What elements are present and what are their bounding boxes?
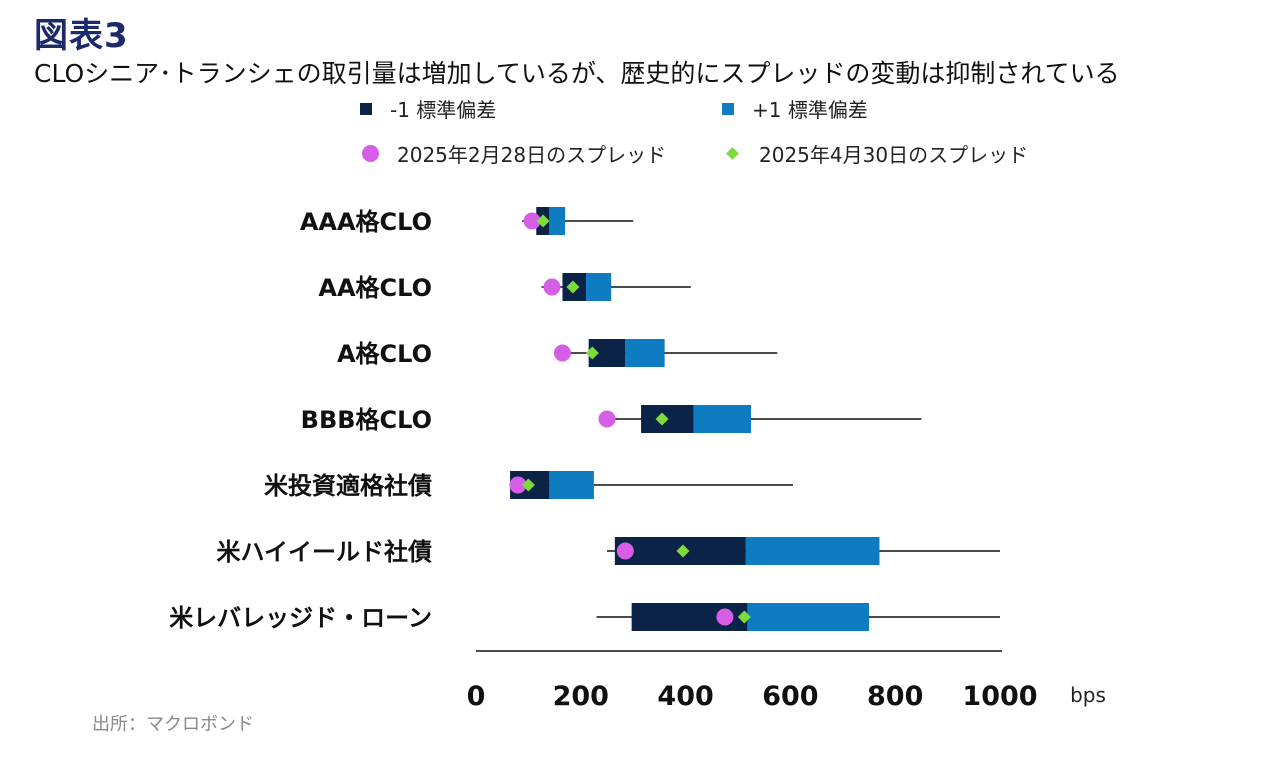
legend-label-minus1: -1 標準偏差 xyxy=(390,98,497,122)
marker-apr xyxy=(676,544,690,558)
legend-circle-feb-icon xyxy=(362,145,379,162)
box-plus1 xyxy=(747,603,869,631)
marker-feb xyxy=(509,476,527,494)
marker-apr xyxy=(521,478,535,492)
box-plus1 xyxy=(625,339,665,367)
legend-square-minus1-icon xyxy=(360,102,372,115)
x-tick-label: 600 xyxy=(762,681,818,712)
marker-feb xyxy=(616,542,634,560)
marker-apr xyxy=(566,280,580,294)
legend-item-plus1: +1 標準偏差 xyxy=(722,94,868,123)
chart-subtitle: CLOシニア･トランシェの取引量は増加しているが、歴史的にスプレッドの変動は抑制… xyxy=(34,59,1120,88)
marker-apr xyxy=(585,346,599,360)
box-plus1 xyxy=(693,405,752,433)
marker-feb xyxy=(716,608,734,626)
x-tick-label: 1000 xyxy=(962,681,1037,712)
marker-apr xyxy=(536,214,550,228)
legend-label-apr: 2025年4月30日のスプレッド xyxy=(759,143,1029,167)
marker-feb xyxy=(523,212,541,230)
legend-item-feb: 2025年2月28日のスプレッド xyxy=(360,139,666,168)
figure-label: 図表3 xyxy=(34,16,129,56)
x-axis-unit: bps xyxy=(1070,683,1106,707)
x-tick-label: 200 xyxy=(553,681,609,712)
marker-feb xyxy=(598,410,616,428)
category-label: 米ハイイールド社債 xyxy=(216,538,432,566)
box-plus1 xyxy=(549,471,594,499)
x-tick-label: 400 xyxy=(657,681,713,712)
marker-feb xyxy=(553,344,571,362)
category-label: A格CLO xyxy=(337,340,432,368)
category-label: AA格CLO xyxy=(318,274,432,302)
box-plus1 xyxy=(549,207,566,235)
legend-item-apr: 2025年4月30日のスプレッド xyxy=(722,139,1028,168)
legend-square-plus1-icon xyxy=(722,102,734,115)
marker-apr xyxy=(737,610,751,624)
category-label: 米レバレッジド・ローン xyxy=(169,604,432,632)
box-plus1 xyxy=(586,273,612,301)
x-tick-label: 0 xyxy=(467,681,486,712)
legend: -1 標準偏差 +1 標準偏差 2025年2月28日のスプレッド 2025年4月… xyxy=(360,92,1080,172)
marker-apr xyxy=(655,412,669,426)
legend-item-minus1: -1 標準偏差 xyxy=(360,94,496,123)
box-plus1 xyxy=(745,537,880,565)
source-note: 出所：マクロボンド xyxy=(92,714,254,735)
legend-label-plus1: +1 標準偏差 xyxy=(752,98,868,122)
category-label: BBB格CLO xyxy=(301,406,432,434)
category-label: 米投資適格社債 xyxy=(264,472,432,500)
legend-label-feb: 2025年2月28日のスプレッド xyxy=(397,143,667,167)
marker-feb xyxy=(543,278,561,296)
category-label: AAA格CLO xyxy=(300,208,432,236)
x-tick-label: 800 xyxy=(867,681,923,712)
